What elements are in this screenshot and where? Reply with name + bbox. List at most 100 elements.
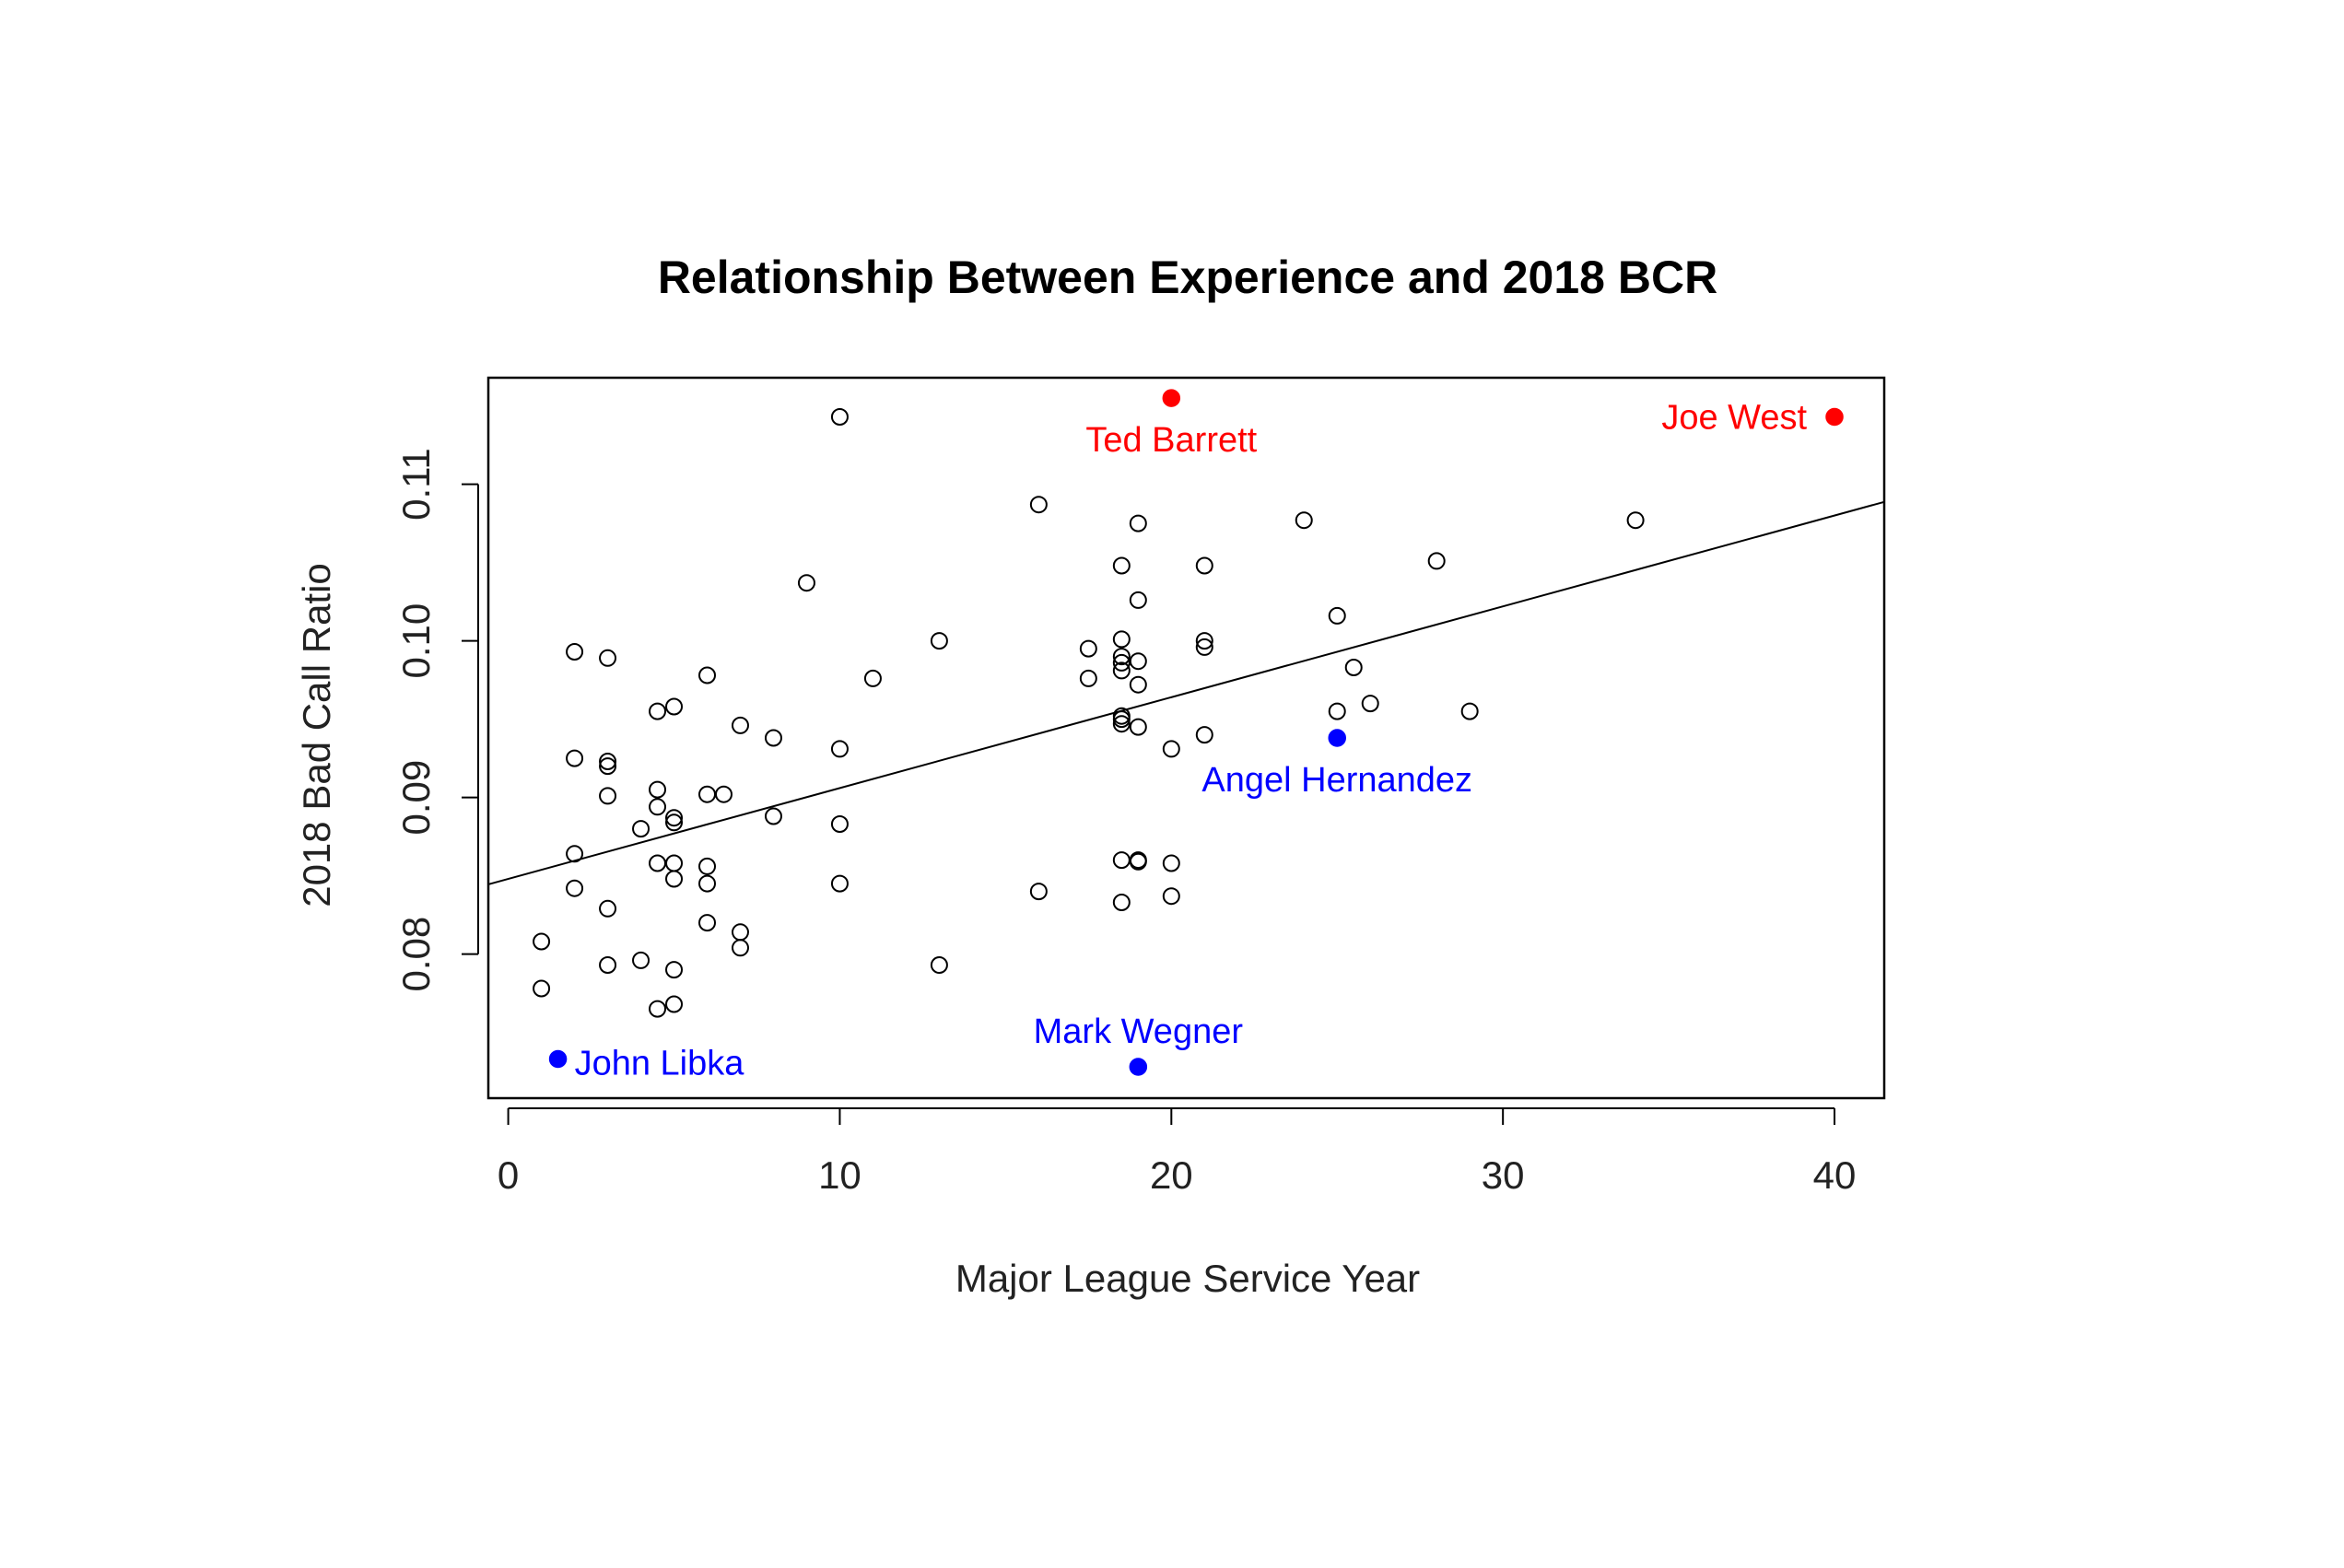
data-point (1195, 632, 1213, 650)
data-point (731, 939, 749, 957)
highlighted-point (548, 1049, 568, 1069)
regression-line (487, 500, 1885, 885)
data-point (1162, 854, 1180, 872)
highlighted-point (1825, 407, 1844, 427)
data-point (665, 809, 684, 827)
y-axis: 0.08 0.09 0.10 0.11 (394, 448, 479, 991)
data-point (1112, 710, 1131, 729)
data-point (599, 899, 617, 918)
data-point (698, 874, 717, 893)
x-tick-label: 30 (1482, 1153, 1525, 1197)
data-point (1129, 514, 1147, 532)
data-point (599, 956, 617, 974)
data-point (1112, 661, 1131, 680)
data-point (698, 914, 717, 932)
data-point (1112, 715, 1131, 733)
data-point (1112, 894, 1131, 911)
data-point (830, 408, 849, 426)
highlighted-point (1129, 1058, 1148, 1076)
data-point (649, 1000, 667, 1018)
data-point (1079, 669, 1097, 687)
data-point (797, 574, 815, 592)
data-point (665, 813, 684, 832)
data-point (764, 729, 782, 747)
x-axis: 0 10 20 30 40 (498, 1107, 1857, 1197)
data-point (1195, 638, 1213, 656)
data-point (863, 669, 882, 687)
point-annotation: Ted Barrett (1085, 421, 1257, 460)
data-point (599, 787, 617, 805)
data-point (533, 979, 551, 998)
data-point (1129, 718, 1147, 736)
data-point (665, 961, 684, 979)
data-point (1361, 695, 1379, 713)
data-point (632, 820, 650, 838)
y-axis-label: 2018 Bad Call Ratio (295, 563, 338, 907)
data-point (764, 807, 782, 825)
x-tick-label: 10 (818, 1153, 861, 1197)
data-point (665, 697, 684, 716)
data-point (1129, 852, 1147, 871)
data-point (665, 870, 684, 888)
data-point (566, 749, 584, 767)
data-point (533, 932, 551, 951)
data-point (698, 857, 717, 875)
data-point (1029, 883, 1048, 901)
data-point (1112, 648, 1131, 666)
data-point (830, 815, 849, 833)
data-point (1129, 591, 1147, 609)
data-point (649, 798, 667, 816)
x-tick-label: 0 (498, 1153, 519, 1197)
data-point (1112, 556, 1131, 575)
regression-layer (487, 500, 1885, 885)
point-annotation: Mark Wegner (1034, 1012, 1244, 1051)
data-point (1295, 511, 1313, 530)
data-point (599, 757, 617, 776)
data-point (1195, 726, 1213, 744)
data-point (1112, 653, 1131, 672)
y-tick-label: 0.10 (394, 603, 438, 679)
chart-title: Relationship Between Experience and 2018… (658, 252, 1717, 303)
y-tick-label: 0.09 (394, 760, 438, 836)
x-tick-label: 40 (1813, 1153, 1857, 1197)
point-annotation: John Libka (575, 1045, 745, 1083)
data-point (1029, 496, 1048, 514)
data-point (1079, 639, 1097, 658)
data-point (1195, 556, 1213, 575)
highlighted-point (1328, 729, 1346, 747)
data-point (1162, 740, 1180, 758)
data-point (1626, 511, 1645, 530)
data-point (632, 951, 650, 969)
data-point (731, 716, 749, 734)
data-point (1129, 675, 1147, 694)
points-layer (533, 408, 1645, 1018)
highlighted-point (1162, 389, 1181, 407)
data-point (1129, 652, 1147, 671)
data-point (566, 643, 584, 661)
y-tick-label: 0.11 (394, 448, 438, 521)
data-point (1427, 552, 1446, 570)
data-point (1328, 702, 1346, 720)
data-point (830, 874, 849, 893)
data-point (599, 753, 617, 770)
data-point (649, 702, 667, 720)
highlight-layer: Ted Barrett Joe West Angel Hernandez John L… (548, 389, 1844, 1083)
plot-border (486, 376, 1886, 1100)
point-annotation: Angel Hernandez (1201, 761, 1472, 800)
data-point (665, 995, 684, 1013)
data-point (1162, 887, 1180, 906)
data-point (1328, 606, 1346, 625)
data-point (930, 956, 948, 974)
data-point (1112, 630, 1131, 649)
data-point (566, 845, 584, 863)
data-point (649, 780, 667, 799)
data-point (566, 879, 584, 897)
x-axis-label: Major League Service Year (955, 1257, 1420, 1300)
data-point (1344, 659, 1363, 676)
plot-area: 0 10 20 30 40 0.08 0.09 0.10 0.11 Ted Barrett Jo… (394, 376, 1886, 1197)
data-point (930, 632, 948, 650)
data-point (830, 740, 849, 758)
data-point (714, 785, 732, 803)
